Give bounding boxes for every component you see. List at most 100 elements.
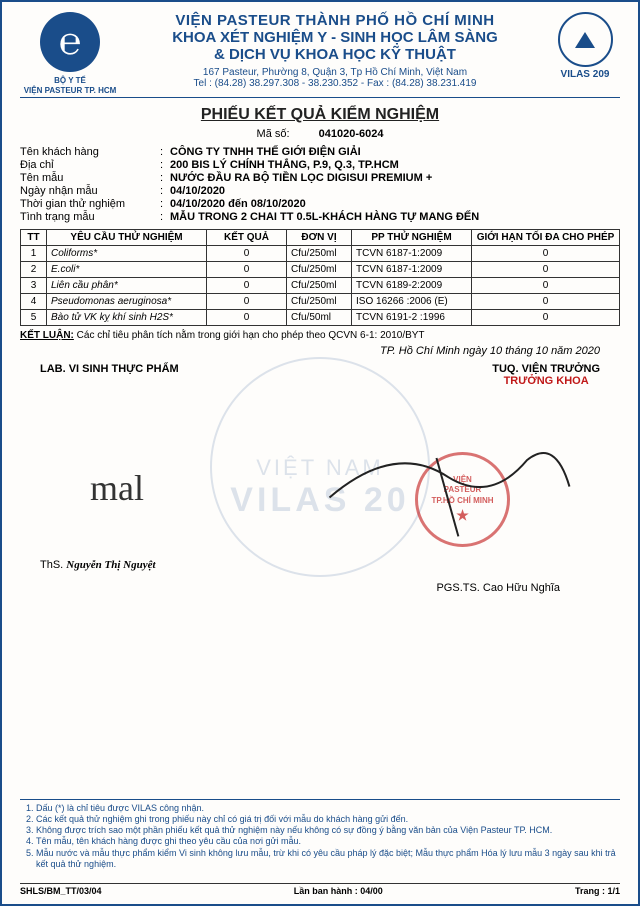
cell-req: Coliforms* xyxy=(47,246,207,262)
role-title: TRƯỞNG KHOA xyxy=(492,375,600,387)
recv-value: 04/10/2020 xyxy=(170,185,620,197)
cell-method: TCVN 6191-2 :1996 xyxy=(352,310,472,326)
th-unit: ĐƠN VỊ xyxy=(287,230,352,246)
cell-method: TCVN 6189-2:2009 xyxy=(352,278,472,294)
footnote-item: Không được trích sao một phần phiếu kết … xyxy=(36,825,620,836)
cell-result: 0 xyxy=(207,246,287,262)
cell-limit: 0 xyxy=(472,246,620,262)
cell-limit: 0 xyxy=(472,278,620,294)
header: ℮ BỘ Y TẾ VIỆN PASTEUR TP. HCM VIỆN PAST… xyxy=(20,12,620,95)
th-tt: TT xyxy=(21,230,47,246)
accreditation-column: VILAS 209 xyxy=(550,12,620,80)
footer-form: SHLS/BM_TT/03/04 xyxy=(20,886,102,896)
institute-name: VIỆN PASTEUR THÀNH PHỐ HỒ CHÍ MINH xyxy=(128,12,542,29)
conclusion-text: Các chỉ tiêu phân tích nằm trong giới hạ… xyxy=(77,330,425,341)
cell-result: 0 xyxy=(207,294,287,310)
table-row: 2E.coli*0Cfu/250mlTCVN 6187-1:20090 xyxy=(21,262,620,278)
th-req: YÊU CẦU THỬ NGHIỆM xyxy=(47,230,207,246)
department-name: KHOA XÉT NGHIỆM Y - SINH HỌC LÂM SÀNG xyxy=(128,29,542,46)
table-header-row: TT YÊU CẦU THỬ NGHIỆM KẾT QUẢ ĐƠN VỊ PP … xyxy=(21,230,620,246)
info-address: Địa chỉ : 200 BIS LÝ CHÍNH THẮNG, P.9, Q… xyxy=(20,159,620,171)
code-value: 041020-6024 xyxy=(319,128,384,140)
cell-result: 0 xyxy=(207,262,287,278)
th-result: KẾT QUẢ xyxy=(207,230,287,246)
cell-unit: Cfu/250ml xyxy=(287,246,352,262)
left-signature-icon: mal xyxy=(90,467,144,509)
cell-limit: 0 xyxy=(472,294,620,310)
code-label: Mã số: xyxy=(257,128,290,140)
cell-req: Bào tử VK kỵ khí sinh H2S* xyxy=(47,310,207,326)
cell-tt: 2 xyxy=(21,262,47,278)
signature-area: VIỆT NAM VILAS 20 VIỆN PASTEUR TP.HỒ CHÍ… xyxy=(20,387,620,587)
cell-req: E.coli* xyxy=(47,262,207,278)
cell-unit: Cfu/250ml xyxy=(287,294,352,310)
address-text: 167 Pasteur, Phường 8, Quận 3, Tp Hồ Chí… xyxy=(128,67,542,78)
left-lab-title: LAB. VI SINH THỰC PHẨM xyxy=(40,363,179,387)
cell-unit: Cfu/50ml xyxy=(287,310,352,326)
cell-method: ISO 16266 :2006 (E) xyxy=(352,294,472,310)
right-signature-icon xyxy=(314,416,585,580)
left-signer-name: Nguyễn Thị Nguyệt xyxy=(66,559,155,571)
cell-method: TCVN 6187-1:2009 xyxy=(352,246,472,262)
footer-issue: Lần ban hành : 04/00 xyxy=(294,886,383,896)
date-line: TP. Hồ Chí Minh ngày 10 tháng 10 năm 202… xyxy=(20,345,620,357)
cell-tt: 3 xyxy=(21,278,47,294)
cell-limit: 0 xyxy=(472,310,620,326)
sample-value: NƯỚC ĐẦU RA BỘ TIỀN LỌC DIGISUI PREMIUM … xyxy=(170,172,620,184)
info-recv: Ngày nhận mẫu : 04/10/2020 xyxy=(20,185,620,197)
conclusion-label: KẾT LUẬN: xyxy=(20,330,74,341)
th-limit: GIỚI HẠN TỐI ĐA CHO PHÉP xyxy=(472,230,620,246)
left-signer-prefix: ThS. xyxy=(40,559,63,571)
cell-req: Liên cầu phân* xyxy=(47,278,207,294)
sample-label: Tên mẫu xyxy=(20,172,160,184)
footer: SHLS/BM_TT/03/04 Lần ban hành : 04/00 Tr… xyxy=(20,883,620,896)
table-row: 1Coliforms*0Cfu/250mlTCVN 6187-1:20090 xyxy=(21,246,620,262)
footnote-item: Các kết quả thử nghiệm ghi trong phiếu n… xyxy=(36,814,620,825)
table-row: 5Bào tử VK kỵ khí sinh H2S*0Cfu/50mlTCVN… xyxy=(21,310,620,326)
cell-tt: 5 xyxy=(21,310,47,326)
conclusion: KẾT LUẬN: Các chỉ tiêu phân tích nằm tro… xyxy=(20,330,620,341)
footer-page: Trang : 1/1 xyxy=(575,886,620,896)
info-sample: Tên mẫu : NƯỚC ĐẦU RA BỘ TIỀN LỌC DIGISU… xyxy=(20,172,620,184)
cell-result: 0 xyxy=(207,310,287,326)
accreditation-seal-icon xyxy=(558,12,613,67)
right-signer: PGS.TS. Cao Hữu Nghĩa xyxy=(436,582,560,594)
footnote-item: Mẫu nước và mẫu thực phẩm kiểm Vi sinh k… xyxy=(36,848,620,871)
right-sig-titles: TUQ. VIỆN TRƯỞNG TRƯỞNG KHOA xyxy=(492,363,600,387)
cell-unit: Cfu/250ml xyxy=(287,262,352,278)
certificate-title: PHIẾU KẾT QUẢ KIỂM NGHIỆM xyxy=(20,106,620,124)
logo-column: ℮ BỘ Y TẾ VIỆN PASTEUR TP. HCM xyxy=(20,12,120,95)
period-value: 04/10/2020 đến 08/10/2020 xyxy=(170,198,620,210)
info-period: Thời gian thử nghiệm : 04/10/2020 đến 08… xyxy=(20,198,620,210)
cell-req: Pseudomonas aeruginosa* xyxy=(47,294,207,310)
info-customer: Tên khách hàng : CÔNG TY TNHH THẾ GIỚI Đ… xyxy=(20,146,620,158)
contact-text: Tel : (84.28) 38.297.308 - 38.230.352 - … xyxy=(128,78,542,89)
customer-value: CÔNG TY TNHH THẾ GIỚI ĐIỆN GIẢI xyxy=(170,146,620,158)
left-signer: ThS. Nguyễn Thị Nguyệt xyxy=(40,559,156,571)
title-column: VIỆN PASTEUR THÀNH PHỐ HỒ CHÍ MINH KHOA … xyxy=(128,12,542,89)
signature-svg-icon xyxy=(314,416,584,568)
signature-headers: LAB. VI SINH THỰC PHẨM TUQ. VIỆN TRƯỞNG … xyxy=(20,363,620,387)
status-value: MẪU TRONG 2 CHAI TT 0.5L-KHÁCH HÀNG TỰ M… xyxy=(170,211,620,223)
footnote-item: Tên mẫu, tên khách hàng được ghi theo yê… xyxy=(36,836,620,847)
address-label: Địa chỉ xyxy=(20,159,160,171)
cell-limit: 0 xyxy=(472,262,620,278)
th-method: PP THỬ NGHIỆM xyxy=(352,230,472,246)
service-name: & DỊCH VỤ KHOA HỌC KỸ THUẬT xyxy=(128,46,542,63)
pasteur-logo-icon: ℮ xyxy=(40,12,100,72)
address-value: 200 BIS LÝ CHÍNH THẮNG, P.9, Q.3, TP.HCM xyxy=(170,159,620,171)
cell-method: TCVN 6187-1:2009 xyxy=(352,262,472,278)
results-table: TT YÊU CẦU THỬ NGHIỆM KẾT QUẢ ĐƠN VỊ PP … xyxy=(20,229,620,326)
cell-unit: Cfu/250ml xyxy=(287,278,352,294)
ministry-text: BỘ Y TẾ xyxy=(20,76,120,86)
status-label: Tình trạng mẫu xyxy=(20,211,160,223)
certificate-code-row: Mã số: 041020-6024 xyxy=(20,128,620,140)
certificate-page: ℮ BỘ Y TẾ VIỆN PASTEUR TP. HCM VIỆN PAST… xyxy=(0,0,640,906)
vilas-number: VILAS 209 xyxy=(550,69,620,80)
org-text: VIỆN PASTEUR TP. HCM xyxy=(20,86,120,96)
table-row: 4Pseudomonas aeruginosa*0Cfu/250mlISO 16… xyxy=(21,294,620,310)
footnote-item: Dấu (*) là chỉ tiêu được VILAS công nhận… xyxy=(36,803,620,814)
customer-label: Tên khách hàng xyxy=(20,146,160,158)
table-row: 3Liên cầu phân* 0 Cfu/250mlTCVN 6189-2:200… xyxy=(21,278,620,294)
info-status: Tình trạng mẫu : MẪU TRONG 2 CHAI TT 0.5… xyxy=(20,211,620,223)
